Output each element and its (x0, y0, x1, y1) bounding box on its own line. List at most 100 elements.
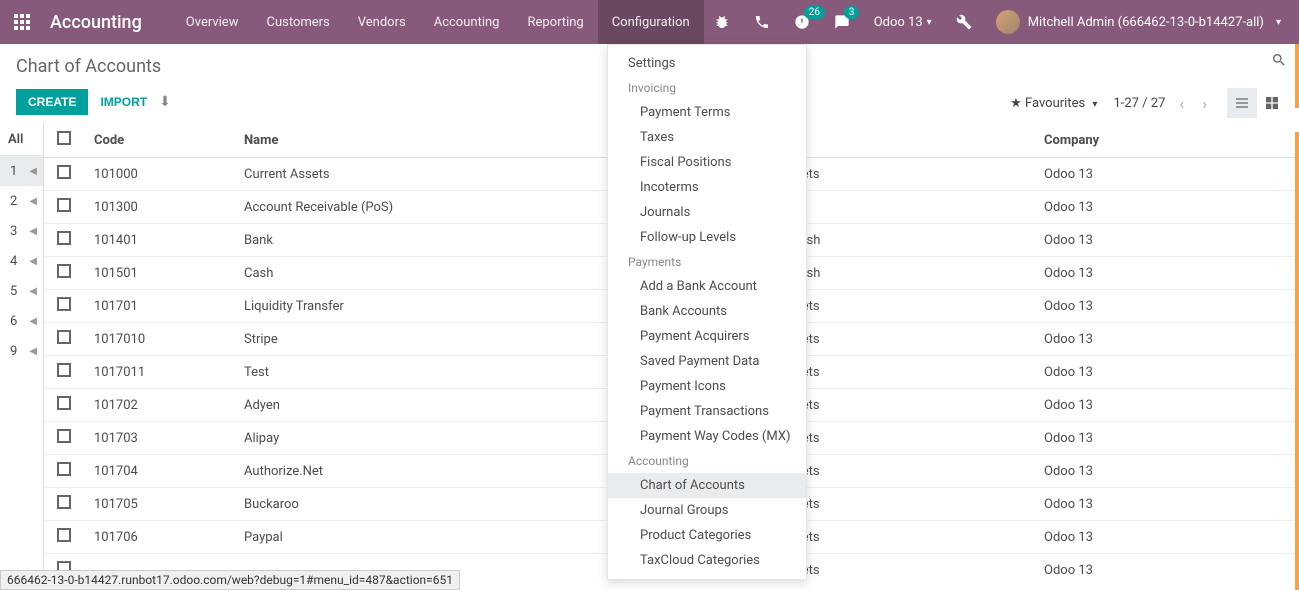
dropdown-item[interactable]: Payment Terms (608, 100, 806, 125)
row-checkbox[interactable] (44, 356, 84, 389)
activities-badge: 26 (804, 6, 825, 19)
dropdown-item[interactable]: Payment Acquirers (608, 324, 806, 349)
sidebar-item[interactable]: 6◀ (0, 306, 43, 336)
col-company[interactable]: Company (1034, 123, 1299, 158)
sidebar-item[interactable]: 4◀ (0, 246, 43, 276)
db-switcher[interactable]: Odoo 13▾ (864, 0, 942, 44)
cell-company: Odoo 13 (1034, 323, 1299, 356)
sidebar-head[interactable]: All (0, 123, 43, 156)
dropdown-item[interactable]: Payment Icons (608, 374, 806, 399)
cell-company: Odoo 13 (1034, 356, 1299, 389)
avatar (996, 10, 1020, 34)
apps-icon[interactable] (0, 0, 44, 44)
row-checkbox[interactable] (44, 191, 84, 224)
user-menu[interactable]: Mitchell Admin (666462-13-0-b14427-all) … (986, 10, 1291, 34)
pager: 1-27 / 27 ‹ › (1113, 94, 1211, 113)
dropdown-header: Payments (608, 250, 806, 274)
sidebar-item[interactable]: 1◀ (0, 156, 43, 186)
cell-company: Odoo 13 (1034, 488, 1299, 521)
messages-badge: 3 (844, 6, 860, 19)
sidebar-item[interactable]: 2◀ (0, 186, 43, 216)
status-bar: 666462-13-0-b14427.runbot17.odoo.com/web… (0, 570, 460, 590)
download-icon[interactable]: ⬇ (159, 94, 171, 110)
cell-code: 101501 (84, 257, 234, 290)
nav-reporting[interactable]: Reporting (513, 0, 597, 44)
row-checkbox[interactable] (44, 389, 84, 422)
nav-customers[interactable]: Customers (252, 0, 343, 44)
create-button[interactable]: CREATE (16, 89, 88, 115)
developer-icon[interactable] (946, 0, 982, 44)
configuration-dropdown: SettingsInvoicingPayment TermsTaxesFisca… (607, 44, 807, 580)
select-all[interactable] (44, 123, 84, 158)
topbar: Accounting OverviewCustomersVendorsAccou… (0, 0, 1299, 44)
cell-code: 101706 (84, 521, 234, 554)
nav-overview[interactable]: Overview (172, 0, 253, 44)
dropdown-item[interactable]: Journal Groups (608, 498, 806, 523)
dropdown-item[interactable]: Taxes (608, 125, 806, 150)
activities-icon[interactable]: 26 (784, 0, 820, 44)
cell-code: 101701 (84, 290, 234, 323)
cell-code: 101703 (84, 422, 234, 455)
favourites-menu[interactable]: ★ Favourites ▾ (1010, 96, 1097, 111)
cell-company: Odoo 13 (1034, 257, 1299, 290)
app-brand: Accounting (44, 12, 172, 33)
search-icon[interactable] (1271, 53, 1287, 72)
sidebar-items: 1◀2◀3◀4◀5◀6◀9◀ (0, 156, 43, 366)
row-checkbox[interactable] (44, 290, 84, 323)
dropdown-item[interactable]: Product Categories (608, 523, 806, 548)
dropdown-item[interactable]: Payment Transactions (608, 399, 806, 424)
row-checkbox[interactable] (44, 158, 84, 191)
sidebar: All 1◀2◀3◀4◀5◀6◀9◀ (0, 123, 44, 581)
cell-company: Odoo 13 (1034, 521, 1299, 554)
sidebar-item[interactable]: 9◀ (0, 336, 43, 366)
pager-prev[interactable]: ‹ (1175, 94, 1188, 113)
cell-company: Odoo 13 (1034, 290, 1299, 323)
dropdown-item[interactable]: TaxCloud Categories (608, 548, 806, 573)
cell-company: Odoo 13 (1034, 191, 1299, 224)
cell-code: 101401 (84, 224, 234, 257)
cell-company: Odoo 13 (1034, 422, 1299, 455)
cell-company: Odoo 13 (1034, 455, 1299, 488)
row-checkbox[interactable] (44, 488, 84, 521)
user-name: Mitchell Admin (666462-13-0-b14427-all) (1028, 15, 1264, 30)
phone-icon[interactable] (744, 0, 780, 44)
dropdown-item[interactable]: Payment Way Codes (MX) (608, 424, 806, 449)
dropdown-item[interactable]: Settings (608, 51, 806, 76)
pager-next[interactable]: › (1198, 94, 1211, 113)
cell-code: 101705 (84, 488, 234, 521)
col-code[interactable]: Code (84, 123, 234, 158)
cell-code: 101300 (84, 191, 234, 224)
nav-vendors[interactable]: Vendors (344, 0, 420, 44)
cell-code: 101702 (84, 389, 234, 422)
dropdown-item[interactable]: Chart of Accounts (608, 473, 806, 498)
sidebar-item[interactable]: 5◀ (0, 276, 43, 306)
list-view-button[interactable] (1227, 88, 1257, 118)
bug-icon[interactable] (704, 0, 740, 44)
cell-company: Odoo 13 (1034, 224, 1299, 257)
dropdown-item[interactable]: Bank Accounts (608, 299, 806, 324)
import-button[interactable]: IMPORT (100, 95, 147, 109)
kanban-view-button[interactable] (1257, 88, 1287, 118)
nav-configuration[interactable]: Configuration (598, 0, 704, 44)
sidebar-item[interactable]: 3◀ (0, 216, 43, 246)
dropdown-item[interactable]: Incoterms (608, 175, 806, 200)
row-checkbox[interactable] (44, 422, 84, 455)
dropdown-item[interactable]: Journals (608, 200, 806, 225)
dropdown-item[interactable]: Add a Bank Account (608, 274, 806, 299)
dropdown-item[interactable]: Follow-up Levels (608, 225, 806, 250)
row-checkbox[interactable] (44, 323, 84, 356)
dropdown-item[interactable]: Fiscal Positions (608, 150, 806, 175)
messages-icon[interactable]: 3 (824, 0, 860, 44)
row-checkbox[interactable] (44, 521, 84, 554)
dropdown-header: Accounting (608, 449, 806, 473)
nav-accounting[interactable]: Accounting (420, 0, 514, 44)
systray: 26 3 Odoo 13▾ Mitchell Admin (666462-13-… (704, 0, 1299, 44)
dropdown-item[interactable]: Saved Payment Data (608, 349, 806, 374)
row-checkbox[interactable] (44, 455, 84, 488)
row-checkbox[interactable] (44, 224, 84, 257)
page-title: Chart of Accounts (16, 56, 171, 77)
cell-company: Odoo 13 (1034, 554, 1299, 582)
dropdown-header: Invoicing (608, 76, 806, 100)
row-checkbox[interactable] (44, 257, 84, 290)
cell-code: 1017010 (84, 323, 234, 356)
